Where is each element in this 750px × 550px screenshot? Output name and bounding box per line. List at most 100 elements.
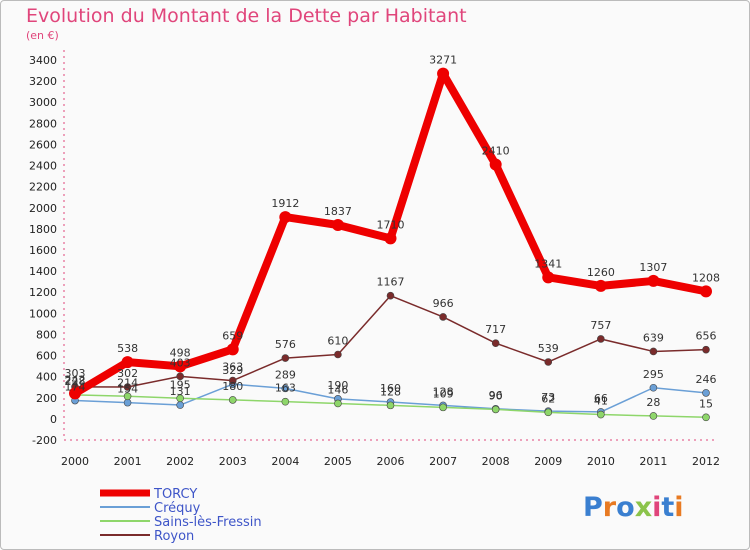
data-point xyxy=(176,401,184,409)
data-label: 73 xyxy=(541,391,555,404)
data-label: 28 xyxy=(646,396,660,409)
x-tick-label: 2004 xyxy=(271,455,299,468)
data-label: 656 xyxy=(696,330,717,343)
y-tick-label: 1400 xyxy=(29,265,57,278)
logo-letter: i xyxy=(652,492,661,523)
data-label: 96 xyxy=(489,389,503,402)
data-point xyxy=(123,398,132,407)
data-point xyxy=(491,405,500,414)
y-tick-label: 600 xyxy=(36,350,57,363)
data-point xyxy=(174,360,187,373)
data-label: 2410 xyxy=(482,145,510,158)
data-point xyxy=(702,389,710,397)
y-tick-label: 1800 xyxy=(29,223,57,236)
x-tick-label: 2011 xyxy=(639,455,667,468)
data-label: 1208 xyxy=(692,271,720,284)
data-point xyxy=(702,413,710,422)
data-point xyxy=(281,354,290,362)
data-point xyxy=(544,408,553,417)
x-tick-label: 2002 xyxy=(166,455,194,468)
data-label: 303 xyxy=(65,367,86,380)
series-line xyxy=(74,294,707,388)
data-point xyxy=(700,285,712,298)
logo-letter: r xyxy=(603,492,617,523)
x-tick-label: 2000 xyxy=(61,455,89,468)
y-tick-label: 800 xyxy=(36,328,57,341)
data-label: 90 xyxy=(489,389,503,402)
data-label: 1167 xyxy=(377,276,405,289)
data-label: 1912 xyxy=(271,197,299,210)
legend-label: TORCY xyxy=(153,487,197,502)
x-tick-label: 2010 xyxy=(587,455,615,468)
data-label: 329 xyxy=(222,364,243,377)
data-label: 576 xyxy=(275,338,296,351)
data-point xyxy=(228,376,237,385)
data-label: 1341 xyxy=(534,257,562,270)
data-point xyxy=(228,396,237,404)
data-label: 214 xyxy=(117,376,138,389)
y-tick-label: 1000 xyxy=(29,307,57,320)
data-point xyxy=(123,392,132,401)
y-tick-label: 3000 xyxy=(29,96,57,109)
data-point xyxy=(123,383,132,391)
data-point xyxy=(334,399,342,408)
x-tick-label: 2007 xyxy=(429,455,457,468)
data-label: 659 xyxy=(222,329,243,342)
data-point xyxy=(386,401,395,410)
data-label: 1710 xyxy=(377,218,405,231)
y-tick-label: 400 xyxy=(36,371,57,384)
x-tick-label: 2008 xyxy=(482,455,510,468)
data-point xyxy=(279,211,292,224)
data-label: 154 xyxy=(117,383,138,396)
logo-letter: o xyxy=(616,492,635,523)
y-tick-label: 1200 xyxy=(29,286,57,299)
logo-letter: t xyxy=(661,492,674,523)
data-point xyxy=(594,279,607,292)
data-label: 228 xyxy=(65,375,86,388)
data-label: 246 xyxy=(696,373,717,386)
data-label: 639 xyxy=(643,331,664,344)
data-label: 498 xyxy=(170,346,191,359)
data-point xyxy=(281,397,290,406)
data-label: 195 xyxy=(170,378,191,391)
data-point xyxy=(331,218,344,231)
data-point xyxy=(176,372,184,381)
y-tick-label: 200 xyxy=(36,392,57,405)
data-label: 190 xyxy=(327,379,348,392)
x-tick-label: 2012 xyxy=(692,455,720,468)
data-point xyxy=(226,343,239,356)
data-label: 160 xyxy=(380,382,401,395)
data-point xyxy=(176,394,184,403)
y-tick-label: 0 xyxy=(50,413,57,426)
data-label: 128 xyxy=(380,385,401,398)
data-label: 180 xyxy=(222,380,243,393)
data-label: 403 xyxy=(170,356,191,369)
data-label: 41 xyxy=(594,395,608,408)
data-point xyxy=(544,358,553,366)
y-tick-label: 1600 xyxy=(29,244,57,257)
data-point xyxy=(647,274,660,287)
data-label: 109 xyxy=(433,387,454,400)
data-label: 146 xyxy=(327,383,348,396)
x-tick-label: 2001 xyxy=(114,455,142,468)
data-label: 1837 xyxy=(324,205,352,218)
data-point xyxy=(649,383,658,392)
chart-title: Evolution du Montant de la Dette par Hab… xyxy=(26,5,467,27)
data-label: 131 xyxy=(170,385,191,398)
y-tick-label: 2200 xyxy=(29,181,57,194)
y-tick-label: 3400 xyxy=(29,54,57,67)
data-label: 363 xyxy=(222,361,243,374)
series-layer xyxy=(69,67,712,422)
x-tick-label: 2009 xyxy=(534,455,562,468)
data-point xyxy=(649,412,658,420)
data-point xyxy=(439,313,447,321)
data-point xyxy=(281,384,290,393)
data-point xyxy=(597,335,605,343)
logo-letter: P xyxy=(583,492,603,523)
data-point xyxy=(334,350,342,359)
data-label: 3271 xyxy=(429,54,457,67)
y-tick-label: 2400 xyxy=(29,160,57,173)
data-label: 289 xyxy=(275,368,296,381)
